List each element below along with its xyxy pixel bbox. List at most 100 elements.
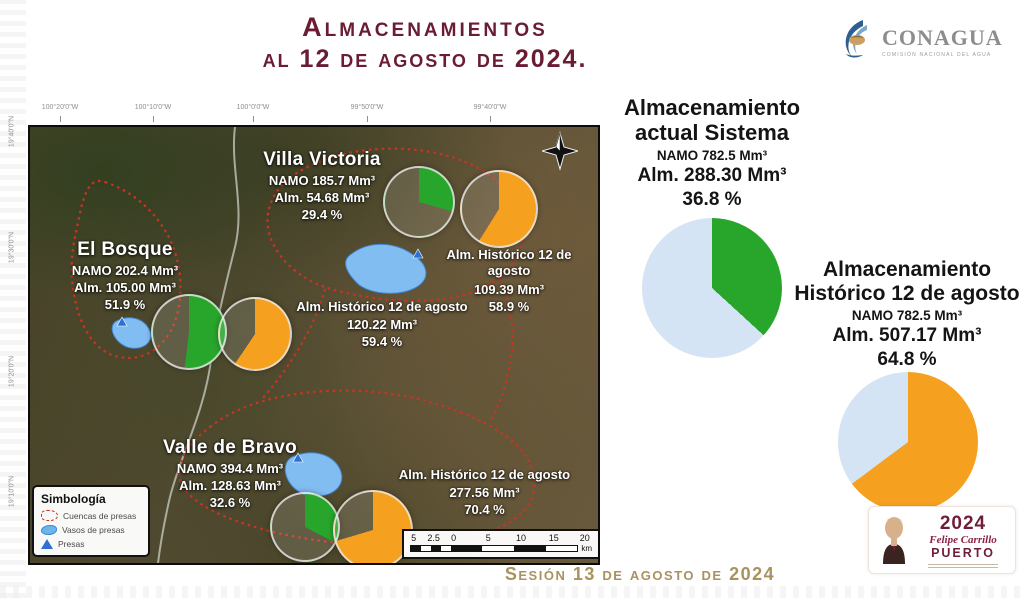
lon-tick-mark [253, 116, 254, 122]
scalebar-label: 20 [579, 533, 590, 543]
pie-el-bosque-actual [151, 294, 227, 370]
lon-tick-mark [490, 116, 491, 122]
lat-tick-label: 19°40'0"N [8, 115, 16, 148]
scalebar-label: 10 [516, 533, 527, 543]
scalebar-unit: km [581, 544, 592, 553]
historic-label-valle-de-bravo: Alm. Histórico 12 de agosto 277.56 Mm³ 7… [397, 467, 572, 517]
lon-tick-label: 99°40'0"W [473, 104, 507, 111]
lake-villa-victoria [345, 243, 427, 294]
panel-alm: Alm. 507.17 Mm³ [832, 325, 982, 347]
portrait-icon [875, 510, 913, 571]
lon-tick-label: 100°20'0"W [41, 104, 79, 111]
historic-label-el-bosque: Alm. Histórico 12 de agosto 120.22 Mm³ 5… [247, 299, 517, 349]
historic-title: Alm. Histórico 12 de agosto [398, 467, 571, 482]
lon-tick-mark [60, 116, 61, 122]
legend-item-label: Vasos de presas [62, 525, 125, 535]
dam-namo: NAMO 185.7 Mm³ [268, 173, 376, 188]
basin-outline-el-bosque [70, 179, 182, 360]
panel-namo: NAMO 782.5 Mm³ [656, 148, 768, 164]
dam-marker-icon [292, 452, 304, 463]
historic-label-villa-victoria: Alm. Histórico 12 de agosto 109.39 Mm³ 5… [429, 247, 589, 314]
historic-pct: 70.4 % [464, 502, 505, 518]
pie-valle-de-bravo-historic [333, 490, 413, 563]
lat-tick-label: 19°10'0"N [8, 475, 16, 508]
dam-name: Valle de Bravo [162, 437, 298, 458]
pie-actual-sistema [642, 218, 782, 358]
dam-alm: Alm. 128.63 Mm³ [179, 478, 281, 493]
decorative-pattern-bottom [0, 586, 1024, 598]
scalebar-label: 5 [411, 533, 417, 543]
panel-namo: NAMO 782.5 Mm³ [851, 308, 963, 324]
panel-title-line2: Histórico 12 de agosto [794, 281, 1020, 305]
scalebar-label: 2.5 [427, 533, 440, 543]
conagua-wordmark: CONAGUA [882, 24, 1003, 50]
title-line1: Almacenamientos [302, 12, 548, 42]
scalebar-label: 0 [451, 533, 457, 543]
session-date: Sesión 13 de agosto de 2024 [504, 564, 776, 584]
title-line2: al 12 de agosto de 2024. [262, 45, 588, 73]
legend-item-label: Cuencas de presas [63, 510, 137, 521]
dam-alm: Alm. 54.68 Mm³ [274, 190, 370, 205]
lake-valle-de-bravo [284, 452, 343, 497]
logo-name: Felipe Carrillo [929, 533, 997, 546]
historic-title: Alm. Histórico 12 de agosto [296, 299, 468, 314]
dam-namo: NAMO 394.4 Mm³ [176, 461, 284, 476]
map-legend: Simbología Cuencas de presas Vasos de pr… [32, 485, 150, 557]
scalebar-label: 5 [485, 533, 491, 543]
panel-title-line2: actual Sistema [634, 119, 790, 145]
legend-item-cuencas: Cuencas de presas [41, 510, 141, 521]
scalebar-labels: 5 2.5 0 5 10 15 20 [410, 533, 592, 544]
dam-label-valle-de-bravo: Valle de Bravo NAMO 394.4 Mm³ Alm. 128.6… [125, 437, 335, 510]
lat-tick-label: 19°20'0"N [8, 355, 16, 388]
dam-pct: 32.6 % [209, 495, 251, 510]
historic-volume: 120.22 Mm³ [346, 317, 418, 333]
page-title: Almacenamientos al 12 de agosto de 2024. [160, 12, 690, 74]
lake-el-bosque [111, 317, 152, 349]
lon-tick-mark [367, 116, 368, 122]
pie-historico [838, 372, 978, 512]
dam-marker-icon [116, 316, 128, 327]
conagua-water-drop-icon [833, 17, 875, 66]
dam-pct: 51.9 % [104, 297, 146, 312]
historic-volume: 277.56 Mm³ [449, 485, 520, 501]
panel-historico: Almacenamiento Histórico 12 de agosto NA… [790, 258, 1024, 371]
panel-alm: Alm. 288.30 Mm³ [637, 165, 787, 187]
map-scalebar: 5 2.5 0 5 10 15 20 km [402, 529, 598, 559]
historic-title: Alm. Histórico 12 de agosto [446, 247, 572, 279]
lon-tick-label: 100°10'0"W [134, 104, 172, 111]
dam-label-villa-victoria: Villa Victoria NAMO 185.7 Mm³ Alm. 54.68… [222, 149, 422, 222]
pie-valle-de-bravo-actual [270, 492, 340, 562]
logo-year: 2024 [939, 512, 987, 534]
panel-title-line1: Almacenamiento [822, 258, 992, 281]
scalebar-label: 15 [548, 533, 559, 543]
lon-tick-label: 100°0'0"W [236, 104, 270, 111]
conagua-tagline: COMISIÓN NACIONAL DEL AGUA [882, 51, 992, 58]
satellite-map: Villa Victoria NAMO 185.7 Mm³ Alm. 54.68… [28, 125, 600, 565]
dam-alm: Alm. 105.00 Mm³ [74, 280, 176, 295]
dam-pct: 29.4 % [301, 207, 343, 222]
lat-tick-label: 19°30'0"N [8, 231, 16, 264]
lake-icon [41, 525, 57, 535]
panel-pct: 36.8 % [682, 189, 742, 211]
panel-pct: 64.8 % [877, 349, 937, 371]
historic-pct: 58.9 % [488, 298, 530, 314]
lon-tick-mark [153, 116, 154, 122]
felipe-carrillo-puerto-2024-logo: 2024 Felipe Carrillo PUERTO [868, 506, 1016, 574]
dam-name: El Bosque [77, 239, 173, 260]
pie-villa-victoria-historic [460, 170, 538, 248]
lon-tick-label: 99°50'0"W [350, 104, 384, 111]
compass-rose-icon [540, 131, 580, 171]
panel-actual-sistema: Almacenamiento actual Sistema NAMO 782.5… [598, 95, 826, 211]
logo-fine-print [928, 561, 998, 568]
scalebar-bar [410, 545, 579, 552]
historic-volume: 109.39 Mm³ [473, 281, 545, 297]
panel-title-line1: Almacenamiento [623, 95, 801, 120]
logo-surname: PUERTO [931, 545, 995, 560]
pie-villa-victoria-actual [383, 166, 455, 238]
dam-marker-icon [412, 248, 424, 259]
dam-label-el-bosque: El Bosque NAMO 202.4 Mm³ Alm. 105.00 Mm³… [30, 239, 220, 312]
basin-outline-icon [41, 510, 58, 521]
historic-pct: 59.4 % [361, 334, 403, 350]
dam-triangle-icon [41, 539, 53, 549]
